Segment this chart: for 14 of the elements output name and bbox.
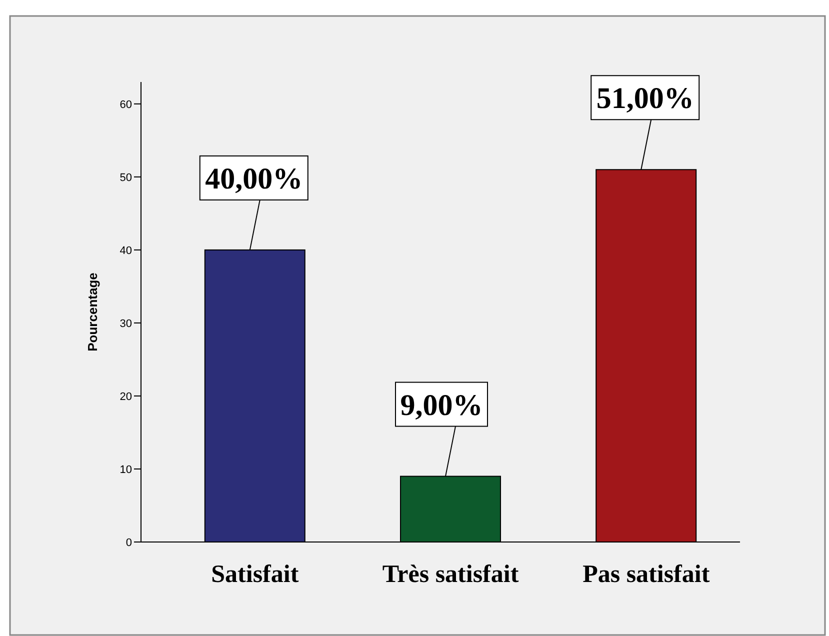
data-label: 40,00% [205,162,303,196]
y-tick-label: 40 [120,244,132,257]
x-tick-label: Satisfait [211,561,300,588]
y-tick-label: 50 [120,172,132,184]
y-tick-label: 30 [120,318,132,330]
data-label: 51,00% [596,82,694,116]
y-tick-label: 20 [120,390,132,403]
data-label: 9,00% [400,388,483,422]
y-tick-label: 10 [120,464,132,476]
y-axis-title: Pourcentage [85,272,100,352]
y-tick-label: 60 [120,98,132,111]
x-tick-label: Très satisfait [382,561,520,588]
x-tick-label: Pas satisfait [582,561,710,588]
y-tick-label: 0 [126,536,132,549]
